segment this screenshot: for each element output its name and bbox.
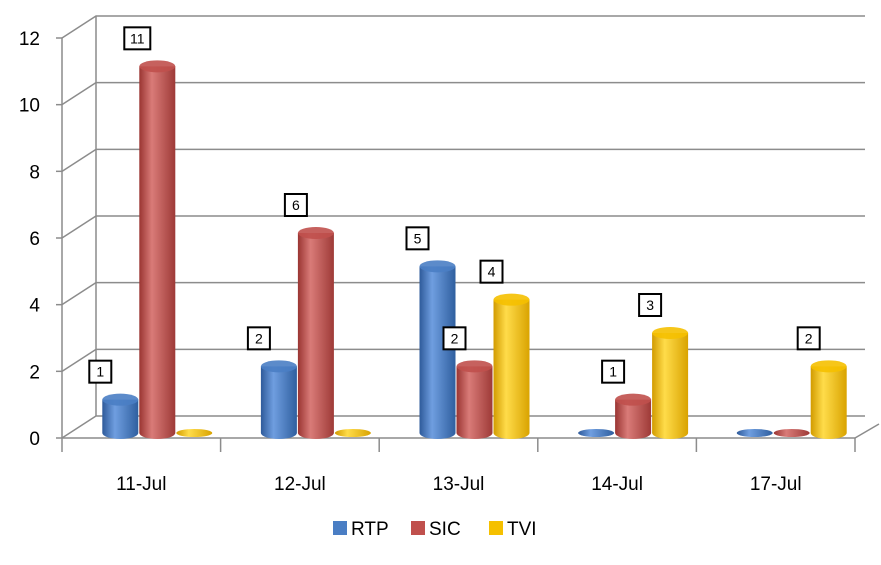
data-label-text: 3 (646, 297, 654, 313)
bar (578, 429, 615, 437)
bar-top (297, 227, 334, 239)
bar-top (139, 60, 176, 73)
legend-item: SIC (411, 519, 461, 540)
bar-body (456, 366, 493, 440)
legend-swatch (411, 521, 425, 535)
data-label-text: 1 (609, 364, 617, 380)
data-label: 3 (638, 293, 663, 317)
data-label: 1 (88, 359, 113, 384)
gridline (61, 15, 865, 39)
floor-edge (854, 423, 880, 439)
bar-body (139, 66, 176, 439)
y-tick-label: 2 (29, 362, 40, 383)
data-label: 4 (479, 259, 504, 284)
data-label-box (601, 359, 626, 384)
bar-body (419, 266, 456, 440)
y-tick-label: 8 (29, 162, 40, 183)
bar-zero-disc (334, 429, 371, 437)
data-label-text: 2 (451, 330, 459, 346)
y-tick-label: 6 (29, 229, 40, 250)
bar-top (615, 393, 652, 406)
bar (139, 60, 176, 439)
gridline (61, 215, 865, 239)
bar (810, 360, 847, 440)
bar (736, 429, 773, 437)
data-label-box (796, 326, 821, 351)
bar-top (260, 360, 297, 373)
data-label-box (442, 326, 467, 351)
y-tick-label: 4 (29, 296, 40, 317)
bar-body (102, 399, 139, 440)
bar-top (102, 393, 139, 406)
data-label-box (283, 193, 308, 217)
data-label-box (123, 26, 152, 51)
data-label: 6 (283, 193, 308, 217)
bar-zero-disc (773, 429, 810, 437)
bar-zero-disc (736, 429, 773, 437)
legend-item: TVI (489, 519, 537, 540)
data-label-box (246, 326, 271, 351)
data-label: 2 (442, 326, 467, 351)
x-tick-label: 12-Jul (274, 474, 326, 495)
data-label-text: 2 (805, 330, 813, 346)
legend-item: RTP (333, 519, 389, 540)
y-tick-label: 10 (19, 96, 40, 117)
y-tick-label: 12 (19, 29, 40, 50)
x-tick-label: 14-Jul (591, 474, 643, 495)
bar (297, 227, 334, 440)
y-tick-label: 0 (29, 429, 40, 450)
x-tick-label: 17-Jul (750, 474, 802, 495)
data-label-text: 5 (414, 230, 422, 246)
data-label: 2 (796, 326, 821, 351)
bar (493, 293, 530, 440)
data-label-text: 4 (488, 264, 496, 280)
bar (260, 360, 297, 440)
bar (615, 393, 652, 440)
data-label: 5 (405, 226, 430, 251)
bar-body (260, 366, 297, 440)
bar-top (419, 260, 456, 273)
bar (419, 260, 456, 440)
x-tick-label: 13-Jul (433, 474, 485, 495)
bar-top (493, 293, 530, 306)
data-label-box (405, 226, 430, 251)
bar (102, 393, 139, 440)
bar-zero-disc (176, 429, 213, 437)
legend-swatch (333, 521, 347, 535)
data-label-text: 6 (292, 197, 300, 213)
legend-label: RTP (351, 519, 389, 540)
data-label-text: 11 (130, 30, 145, 46)
bar-body (810, 366, 847, 440)
gridline (61, 81, 865, 106)
bar (334, 429, 371, 437)
bar-top (810, 360, 847, 373)
bar-top (456, 360, 493, 373)
legend-label: SIC (429, 519, 461, 540)
data-label-box (479, 259, 504, 284)
bar-top (652, 327, 689, 339)
bar (176, 429, 213, 437)
x-tick-label: 11-Jul (116, 474, 166, 495)
gridline (61, 148, 865, 172)
data-label-box (638, 293, 663, 317)
bar (652, 327, 689, 440)
legend-label: TVI (507, 519, 537, 540)
bar-body (297, 233, 334, 440)
data-label: 2 (246, 326, 271, 351)
bar (456, 360, 493, 440)
bar-body (615, 399, 652, 440)
data-label: 1 (601, 359, 626, 384)
bar-body (652, 333, 689, 440)
data-label-box (88, 359, 113, 384)
bar-zero-disc (578, 429, 615, 437)
legend-swatch (489, 521, 503, 535)
gridline (61, 281, 865, 306)
data-label-text: 2 (255, 330, 263, 346)
data-label-text: 1 (96, 364, 104, 380)
bar-body (493, 299, 530, 440)
data-label: 11 (123, 26, 152, 51)
bar (773, 429, 810, 437)
